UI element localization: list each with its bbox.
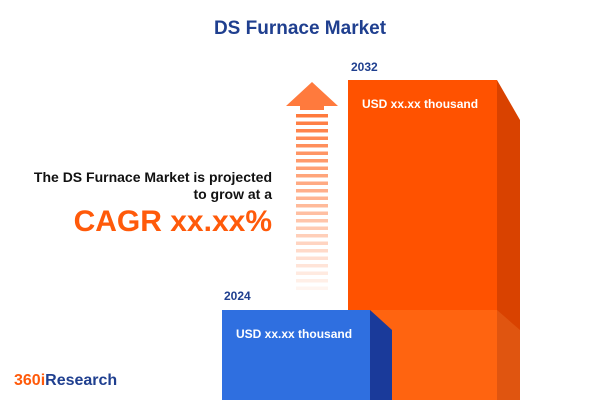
- arrow-stripe: [296, 256, 328, 260]
- arrow-stripe: [296, 144, 328, 148]
- logo-prefix: 360i: [14, 372, 45, 389]
- logo-suffix: Research: [45, 372, 117, 389]
- arrow-stripe: [296, 189, 328, 193]
- arrow-stripe: [296, 151, 328, 155]
- arrow-stripe: [296, 241, 328, 245]
- bar-2024: [222, 310, 392, 400]
- bar-label: USD xx.xx thousand: [362, 97, 478, 111]
- arrow-stripe: [296, 181, 328, 185]
- arrow-stripe: [296, 159, 328, 163]
- summary-line: to grow at a: [193, 186, 272, 202]
- summary-line: The DS Furnace Market is projected: [34, 169, 272, 185]
- arrow-stripe: [296, 136, 328, 140]
- arrow-stripe: [296, 211, 328, 215]
- arrow-stripe: [296, 226, 328, 230]
- bar-label: USD xx.xx thousand: [236, 327, 352, 341]
- arrow-stripe: [296, 249, 328, 253]
- growth-arrow: [286, 82, 338, 290]
- arrow-stripe: [296, 286, 328, 290]
- arrow-stripe: [296, 271, 328, 275]
- arrow-stripe: [296, 219, 328, 223]
- arrow-stripe: [296, 204, 328, 208]
- arrow-stripe: [296, 129, 328, 133]
- year-label: 2032: [351, 60, 378, 74]
- arrow-stripe: [296, 234, 328, 238]
- arrow-stripe: [296, 279, 328, 283]
- cagr: CAGR xx.xx%: [74, 205, 272, 238]
- arrow-stripe: [296, 264, 328, 268]
- title: DS Furnace Market: [214, 18, 387, 39]
- arrow-stripe: [296, 114, 328, 118]
- year-label: 2024: [224, 289, 251, 303]
- arrow-stripe: [296, 174, 328, 178]
- arrow-stripe: [296, 166, 328, 170]
- logo: 360iResearch: [14, 372, 117, 389]
- arrow-stripe: [296, 196, 328, 200]
- arrow-stripe: [296, 121, 328, 125]
